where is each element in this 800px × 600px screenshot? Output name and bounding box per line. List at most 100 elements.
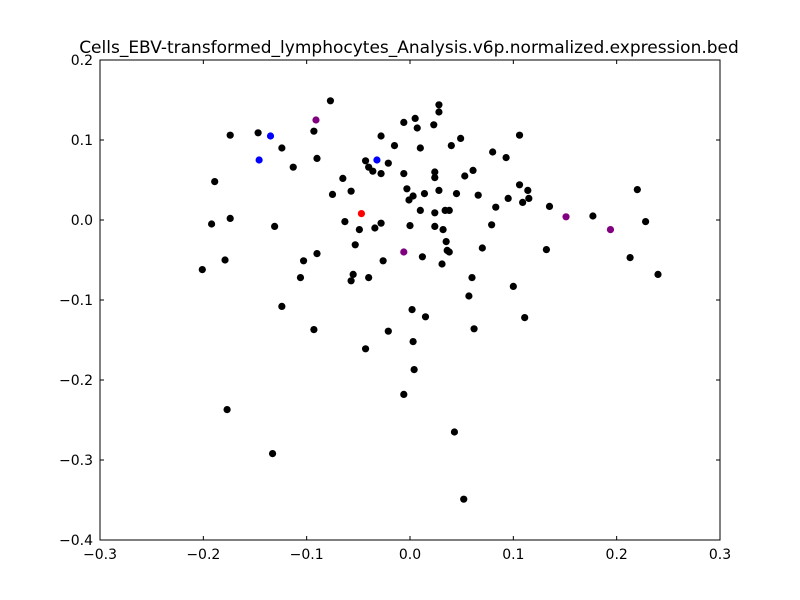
scatter-point bbox=[198, 266, 206, 274]
scatter-point bbox=[525, 194, 533, 202]
x-tick-label: 0.0 bbox=[399, 547, 421, 563]
scatter-point bbox=[642, 218, 650, 226]
scatter-point bbox=[296, 274, 305, 282]
scatter-point bbox=[409, 192, 417, 200]
scatter-point bbox=[411, 114, 419, 122]
scatter-point bbox=[418, 253, 426, 261]
x-tick-label: 0.3 bbox=[709, 547, 731, 563]
y-tick-label: −0.3 bbox=[59, 453, 93, 469]
axis-tick-labels: −0.3 −0.2 −0.1 0.0 0.1 0.2 0.3 0.2 0.1 0.0 −0.1 −0.… bbox=[59, 53, 731, 563]
plot-area bbox=[99, 59, 721, 541]
scatter-point bbox=[450, 428, 459, 436]
scatter-point bbox=[416, 144, 424, 152]
scatter-point bbox=[626, 254, 634, 262]
scatter-point bbox=[542, 246, 551, 254]
scatter-point bbox=[289, 163, 297, 171]
scatter-point bbox=[447, 142, 455, 150]
scatter-point bbox=[457, 134, 465, 142]
scatter-point bbox=[384, 159, 392, 167]
scatter-point bbox=[221, 256, 229, 264]
scatter-point bbox=[435, 101, 443, 109]
scatter-point bbox=[562, 213, 570, 221]
scatter-point bbox=[254, 129, 262, 137]
scatter-point bbox=[474, 191, 482, 199]
scatter-point bbox=[371, 224, 379, 232]
scatter-point bbox=[408, 306, 416, 314]
scatter-point bbox=[361, 157, 370, 165]
scatter-point bbox=[211, 178, 219, 186]
scatter-point bbox=[515, 181, 524, 189]
scatter-point bbox=[226, 214, 234, 222]
scatter-point bbox=[406, 222, 414, 230]
scatter-point bbox=[416, 206, 424, 214]
scatter-point bbox=[589, 212, 597, 220]
scatter-point bbox=[357, 210, 366, 218]
axis-ticks bbox=[99, 59, 721, 541]
scatter-point bbox=[468, 274, 476, 282]
scatter-point bbox=[278, 144, 286, 152]
scatter-point bbox=[278, 302, 286, 310]
x-tick-label: −0.2 bbox=[186, 547, 220, 563]
scatter-point bbox=[431, 168, 439, 176]
scatter-point bbox=[313, 250, 321, 258]
y-tick-label: −0.1 bbox=[59, 293, 93, 309]
scatter-point bbox=[504, 194, 512, 202]
y-tick-label: 0.1 bbox=[71, 133, 93, 149]
y-tick-label: −0.2 bbox=[59, 373, 93, 389]
scatter-point bbox=[478, 244, 486, 252]
y-tick-label: 0.2 bbox=[71, 53, 93, 69]
scatter-point bbox=[409, 338, 417, 346]
x-tick-label: −0.1 bbox=[290, 547, 324, 563]
scatter-point bbox=[438, 260, 446, 268]
scatter-point bbox=[431, 209, 439, 217]
scatter-point bbox=[502, 154, 510, 162]
scatter-point bbox=[470, 325, 478, 333]
scatter-point bbox=[255, 156, 263, 164]
scatter-point bbox=[361, 345, 370, 353]
scatter-point bbox=[654, 270, 662, 278]
scatter-point bbox=[442, 238, 450, 246]
scatter-point bbox=[223, 406, 231, 414]
scatter-point bbox=[349, 270, 357, 278]
scatter-point bbox=[435, 186, 443, 194]
scatter-point bbox=[379, 257, 387, 265]
scatter-point bbox=[400, 118, 408, 126]
scatter-point bbox=[431, 222, 439, 230]
scatter-point bbox=[310, 127, 318, 135]
scatter-point bbox=[339, 174, 347, 182]
scatter-point bbox=[310, 326, 318, 334]
scatter-point bbox=[421, 313, 430, 321]
scatter-point bbox=[268, 450, 277, 458]
scatter-point bbox=[420, 190, 429, 198]
chart-title: Cells_EBV-transformed_lymphocytes_Analys… bbox=[79, 38, 739, 58]
scatter-point bbox=[347, 187, 355, 195]
scatter-point bbox=[208, 220, 216, 228]
scatter-point bbox=[328, 190, 337, 198]
scatter-point bbox=[369, 167, 377, 175]
scatter-point bbox=[435, 108, 443, 116]
scatter-point bbox=[430, 121, 438, 129]
x-tick-label: 0.1 bbox=[502, 547, 524, 563]
scatter-point bbox=[461, 172, 469, 180]
scatter-point bbox=[492, 203, 500, 211]
scatter-point bbox=[312, 116, 320, 124]
scatter-point bbox=[390, 142, 399, 150]
scatter-point bbox=[439, 226, 447, 234]
y-tick-label: −0.4 bbox=[59, 533, 93, 549]
scatter-point bbox=[403, 185, 411, 193]
scatter-point bbox=[445, 206, 453, 214]
scatter-point bbox=[519, 198, 527, 206]
scatter-point bbox=[509, 282, 517, 290]
scatter-point bbox=[266, 132, 275, 140]
scatter-point bbox=[524, 186, 532, 194]
scatter-point bbox=[347, 277, 355, 285]
scatter-point bbox=[545, 202, 554, 210]
scatter-point bbox=[365, 274, 373, 282]
scatter-point bbox=[341, 218, 349, 226]
scatter-point bbox=[373, 156, 381, 164]
scatter-point bbox=[400, 390, 408, 398]
scatter-point bbox=[489, 148, 497, 156]
scatter-point bbox=[384, 327, 392, 335]
scatter-point bbox=[606, 226, 615, 234]
x-tick-label: 0.2 bbox=[606, 547, 628, 563]
